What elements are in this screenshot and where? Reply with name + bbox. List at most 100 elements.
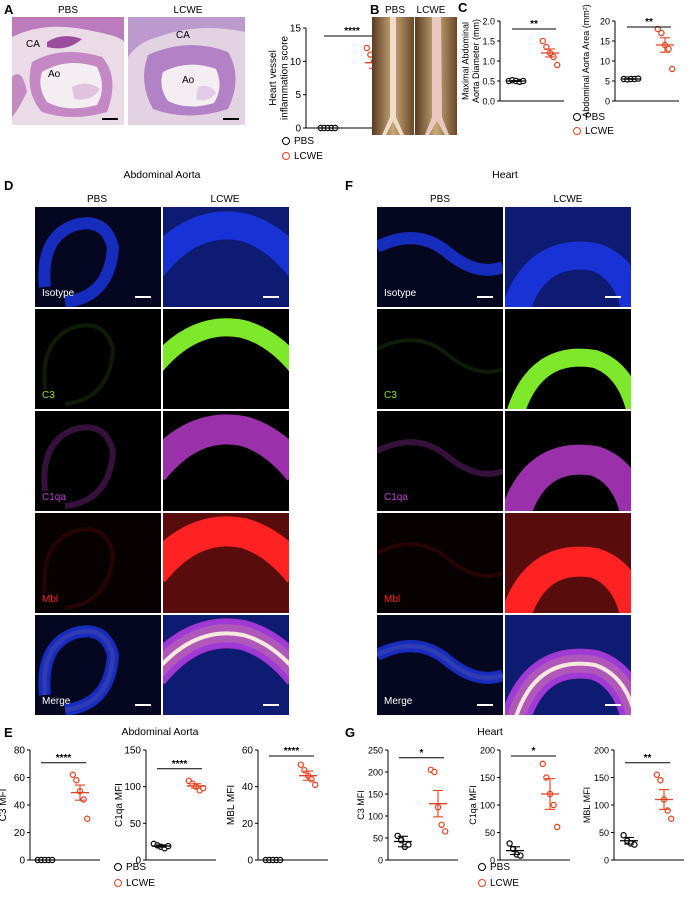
y-tick-label: 10	[600, 57, 610, 67]
y-tick-label: 100	[368, 812, 383, 822]
data-point	[668, 65, 676, 73]
data-point	[301, 766, 308, 774]
legend-e-lcwe-label: LCWE	[126, 878, 155, 889]
data-point	[664, 807, 671, 814]
y-axis-label: Abdominal Aorta Area (mm²)	[581, 4, 591, 118]
micrograph-aorta-pbs-isotype: Isotype	[35, 207, 161, 307]
data-point	[667, 815, 675, 822]
micrograph-heart-pbs-c1qa: C1qa	[377, 411, 503, 511]
micrograph-heart-pbs-c1qa-graphic	[377, 439, 503, 477]
micrograph-heart-lcwe-mbl-graphic	[505, 513, 631, 613]
legend-c-pbs-marker	[573, 113, 581, 121]
legend-a-pbs-label: PBS	[294, 136, 315, 147]
data-point	[553, 61, 561, 69]
data-point	[69, 771, 77, 778]
data-point	[543, 774, 550, 781]
y-tick-label: 0	[604, 856, 609, 866]
y-tick-label: 150	[368, 790, 383, 800]
data-point	[311, 781, 319, 789]
data-point	[653, 771, 661, 778]
legend-e-pbs-label: PBS	[126, 862, 147, 873]
data-point	[517, 852, 524, 859]
legend-e-pbs-marker	[114, 863, 122, 871]
data-point	[83, 815, 91, 822]
y-axis-label: MBL MFI	[582, 787, 592, 823]
data-point	[658, 29, 665, 37]
legend-g-pbs-marker	[478, 863, 486, 871]
panel-d-micrograph-grid: Isotype C3 C1qa Mbl Merge	[35, 207, 289, 717]
y-tick-label: 5	[295, 90, 301, 101]
photo-aorta-lcwe-graphic	[415, 17, 457, 135]
panel-a-lcwe-label: LCWE	[173, 5, 203, 16]
data-point	[506, 840, 513, 847]
legend-a-pbs: PBS	[282, 136, 314, 147]
panel-e-title: Abdominal Aorta	[121, 726, 199, 738]
y-tick-label: 150	[124, 746, 141, 757]
y-tick-label: 0.0	[482, 97, 495, 107]
micrograph-aorta-pbs-c3-graphic	[42, 323, 116, 406]
y-tick-label: 10	[290, 57, 302, 68]
significance-stars: ****	[172, 759, 188, 770]
scale-bar	[263, 296, 279, 298]
significance-stars: **	[530, 19, 538, 30]
y-axis-label-line: Maximal Abdominal	[461, 22, 471, 100]
micrograph-heart-pbs-merge-graphic	[377, 615, 503, 715]
he-stain-lcwe-graphic	[128, 17, 245, 125]
chart-g-c1qa-mfi: 0 50 100 150 200 C1qa MFI *	[468, 746, 570, 866]
stain-label-c1qa: C1qa	[384, 492, 408, 503]
y-tick-label: 200	[368, 768, 383, 778]
data-point	[308, 776, 315, 783]
data-point	[80, 796, 87, 803]
panel-g-title: Heart	[477, 726, 503, 738]
y-axis-label: MBL MFI	[226, 785, 237, 825]
micrograph-aorta-lcwe-isotype	[163, 207, 289, 307]
scale-bar	[605, 704, 621, 706]
data-point	[550, 801, 557, 809]
stain-label-c1qa: C1qa	[42, 492, 66, 503]
y-tick-label: 250	[368, 746, 383, 756]
scale-bar	[477, 704, 493, 706]
micrograph-heart-pbs-isotype-graphic	[377, 207, 503, 307]
y-tick-label: 0	[378, 856, 383, 866]
y-tick-label: 0	[19, 856, 25, 867]
he-label-ca-pbs: CA	[26, 39, 40, 50]
chart-aorta-area: 0 5 10 15 20 Abdominal Aorta Area (mm²) **	[581, 4, 679, 118]
y-axis-label: C3 MFI	[0, 789, 9, 822]
data-point	[441, 828, 449, 835]
micrograph-heart-lcwe-merge-graphic	[505, 615, 631, 715]
legend-e-lcwe-marker	[114, 879, 122, 887]
he-label-ca-lcwe: CA	[176, 30, 190, 41]
micrograph-heart-lcwe-isotype-graphic	[505, 207, 631, 307]
panel-letter-g: G	[345, 725, 356, 740]
micrograph-aorta-lcwe-c3	[163, 309, 289, 409]
data-point	[654, 25, 662, 33]
significance-stars: *	[420, 748, 424, 759]
legend-g-pbs-label: PBS	[490, 862, 511, 873]
y-tick-label: 20	[242, 819, 254, 830]
panel-a-pbs-label: PBS	[57, 5, 79, 16]
panel-f-col-pbs: PBS	[429, 194, 451, 205]
micrograph-heart-lcwe-c1qa-graphic	[505, 444, 631, 511]
micrograph-aorta-pbs-mbl: Mbl	[35, 513, 161, 613]
y-axis-label-line: Heart vessel	[268, 50, 279, 106]
y-tick-label: 15	[600, 37, 610, 47]
y-tick-label: 150	[480, 773, 495, 783]
micrograph-aorta-lcwe-merge	[163, 615, 289, 715]
he-image-pbs: CA Ao	[12, 17, 124, 125]
micrograph-heart-lcwe-isotype	[505, 207, 631, 307]
photo-aorta-pbs	[372, 17, 414, 135]
stain-label-c3: C3	[384, 390, 397, 401]
micrograph-heart-pbs-mbl-graphic	[377, 542, 503, 578]
micrograph-heart-lcwe-c3	[505, 309, 631, 409]
legend-g-lcwe: LCWE	[478, 878, 519, 889]
significance-stars: ****	[344, 26, 360, 37]
y-tick-label: 40	[14, 801, 26, 812]
y-tick-label: 0.5	[482, 77, 495, 87]
panel-letter-b: B	[370, 2, 380, 17]
stain-label-mbl: Mbl	[384, 594, 401, 605]
legend-a-lcwe-marker	[282, 152, 290, 160]
legend-c-lcwe-label: LCWE	[585, 126, 614, 137]
stain-label-merge: Merge	[42, 696, 71, 707]
micrograph-aorta-lcwe-mbl	[163, 513, 289, 613]
